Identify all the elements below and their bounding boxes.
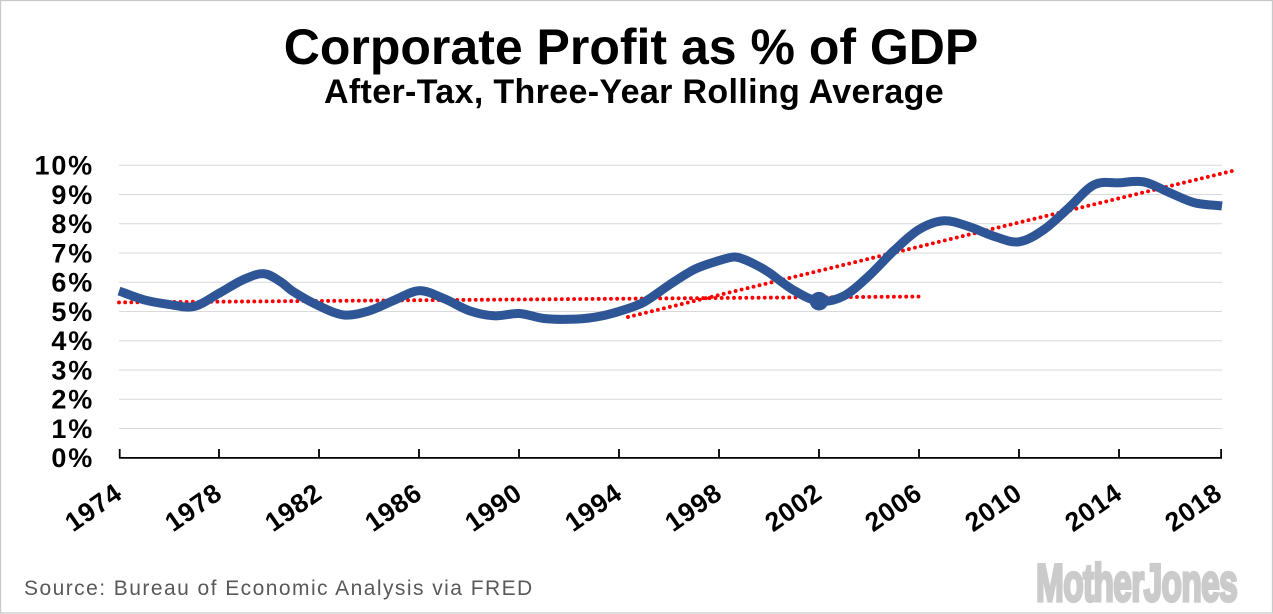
svg-text:9%: 9% [51,180,94,210]
svg-text:10%: 10% [35,151,94,181]
svg-text:5%: 5% [51,297,94,327]
svg-text:MotherJones: MotherJones [1036,554,1237,613]
svg-text:8%: 8% [51,209,94,239]
svg-text:7%: 7% [51,238,94,268]
svg-text:0%: 0% [51,443,94,473]
svg-text:4%: 4% [51,326,94,356]
svg-text:1%: 1% [51,414,94,444]
svg-text:After-Tax, Three-Year Rolling: After-Tax, Three-Year Rolling Average [324,73,944,111]
svg-text:3%: 3% [51,355,94,385]
svg-text:6%: 6% [51,268,94,298]
svg-text:2%: 2% [51,385,94,415]
svg-text:Source: Bureau of Economic Ana: Source: Bureau of Economic Analysis via … [24,577,534,600]
svg-text:Corporate Profit as % of GDP: Corporate Profit as % of GDP [284,19,979,75]
